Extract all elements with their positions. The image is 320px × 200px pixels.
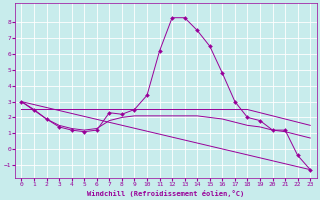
X-axis label: Windchill (Refroidissement éolien,°C): Windchill (Refroidissement éolien,°C) [87, 190, 244, 197]
